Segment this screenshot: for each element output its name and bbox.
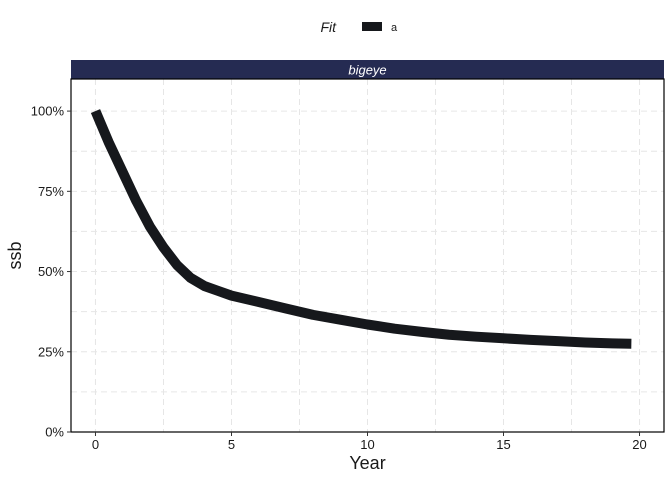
y-tick-label: 75%	[38, 184, 64, 199]
x-tick-label: 15	[496, 437, 510, 452]
legend-key	[362, 22, 382, 31]
legend: Fit a	[320, 19, 398, 35]
series-layer	[90, 109, 632, 349]
facet-strip: bigeye	[71, 60, 664, 79]
y-tick-label: 50%	[38, 264, 64, 279]
gridlines	[71, 79, 664, 433]
x-axis: 0 5 10 15 20	[92, 432, 647, 452]
y-axis: 0% 25% 50% 75% 100%	[31, 104, 71, 440]
facet-strip-background	[71, 60, 664, 79]
series-line-a	[90, 109, 632, 349]
y-tick-label: 25%	[38, 344, 64, 359]
x-tick-label: 20	[632, 437, 646, 452]
legend-title: Fit	[320, 19, 337, 35]
y-tick-label: 0%	[45, 425, 64, 440]
x-tick-label: 10	[360, 437, 374, 452]
legend-label: a	[391, 22, 398, 34]
x-tick-label: 5	[228, 437, 235, 452]
x-tick-label: 0	[92, 437, 99, 452]
plot-panel	[70, 78, 665, 433]
x-axis-title: Year	[349, 453, 385, 473]
y-tick-label: 100%	[31, 104, 65, 119]
y-axis-title: ssb	[5, 241, 25, 269]
facet-strip-label: bigeye	[348, 63, 386, 78]
